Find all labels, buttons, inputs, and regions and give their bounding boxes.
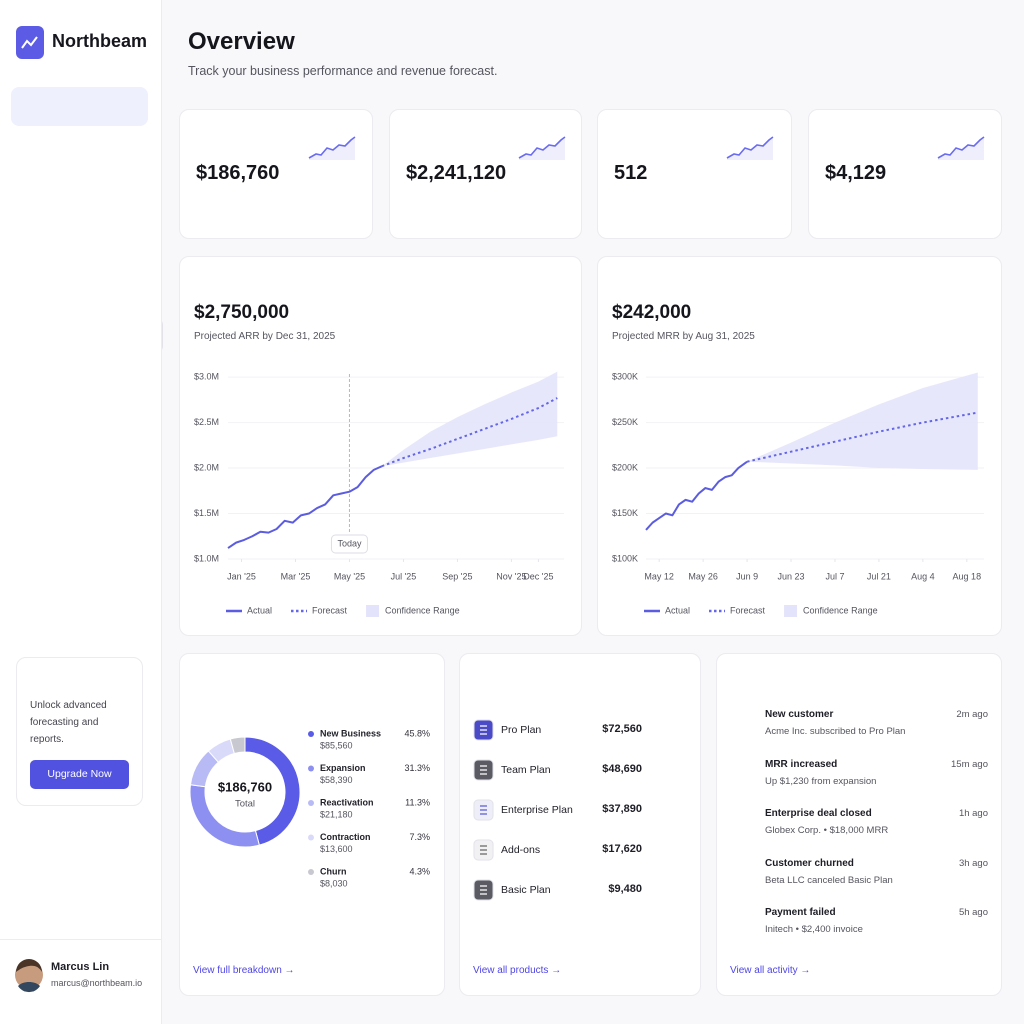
product-amount: $17,620	[602, 843, 642, 856]
view-link[interactable]: View all activity →	[730, 965, 811, 976]
kpi-value: 512	[614, 162, 648, 184]
activity-time: 3h ago	[958, 857, 988, 869]
brand-name: Northbeam	[52, 31, 148, 52]
activity-text: Initech • $2,400 invoice	[765, 924, 863, 936]
activity-title: Payment failed	[765, 907, 836, 918]
kpi-card	[389, 109, 582, 239]
activity-text: Globex Corp. • $18,000 MRR	[765, 825, 889, 837]
kpi-value: $4,129	[825, 162, 887, 184]
activity-text: Acme Inc. subscribed to Pro Plan	[765, 726, 906, 738]
view-link[interactable]: View all products →	[473, 965, 562, 976]
kpi-value: $186,760	[196, 162, 280, 184]
upgrade-button[interactable]: Upgrade Now	[30, 760, 129, 789]
kpi-card	[179, 109, 373, 239]
view-link[interactable]: View full breakdown →	[193, 965, 295, 976]
forecast-value: $2,750,000	[194, 301, 290, 323]
activity-title: Customer churned	[765, 857, 854, 869]
product-name: Pro Plan	[501, 723, 542, 736]
forecast-note: Projected MRR by Aug 31, 2025	[612, 331, 755, 342]
nav-active-bg	[11, 87, 148, 126]
recent-activity-card	[716, 653, 1002, 996]
product-amount: $72,560	[602, 723, 642, 736]
activity-title: New customer	[765, 709, 834, 720]
product-name: Add-ons	[501, 843, 541, 856]
activity-time: 5h ago	[958, 907, 988, 919]
sidebar	[0, 0, 162, 1024]
page-subtitle: Track your business performance and reve…	[188, 63, 498, 78]
kpi-value: $2,241,120	[406, 162, 507, 184]
kpi-card	[808, 109, 1002, 239]
kpi-card	[597, 109, 792, 239]
product-amount: $37,890	[602, 803, 642, 816]
activity-text: Beta LLC canceled Basic Plan	[765, 874, 893, 886]
product-amount: $48,690	[602, 763, 642, 776]
activity-title: MRR increased	[765, 758, 838, 770]
product-name: Enterprise Plan	[501, 803, 573, 816]
activity-time: 15m ago	[951, 758, 988, 770]
upgrade-text: Unlock advanced forecasting and reports.	[30, 700, 107, 745]
sidebar-divider	[0, 939, 161, 940]
product-amount: $9,480	[608, 883, 642, 896]
activity-text: Up $1,230 from expansion	[765, 775, 877, 787]
activity-title: Enterprise deal closed	[765, 808, 872, 819]
activity-time: 1h ago	[958, 808, 988, 820]
activity-time: 2m ago	[956, 709, 988, 721]
forecast-note: Projected ARR by Dec 31, 2025	[194, 331, 336, 342]
user-email: marcus@northbeam.io	[51, 977, 143, 988]
top-products-card	[459, 653, 701, 996]
user-name: Marcus Lin	[51, 961, 110, 974]
mrr-breakdown-card	[179, 653, 445, 996]
page-title: Overview	[188, 27, 295, 55]
forecast-value: $242,000	[612, 301, 692, 323]
product-name: Basic Plan	[501, 883, 551, 896]
product-name: Team Plan	[501, 763, 551, 776]
